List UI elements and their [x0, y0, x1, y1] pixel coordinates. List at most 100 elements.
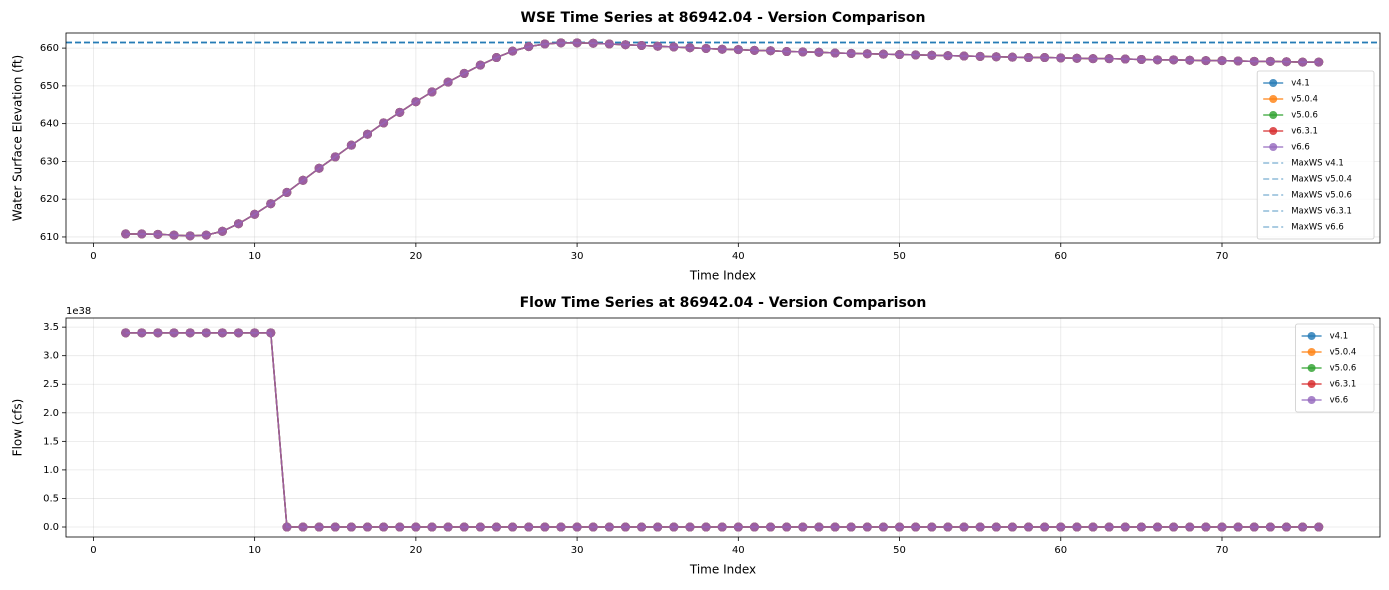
point [1281, 57, 1291, 67]
point [153, 328, 163, 338]
point [620, 40, 630, 50]
legend-label: MaxWS v6.3.1 [1291, 207, 1352, 217]
point [411, 97, 421, 107]
point [572, 522, 582, 532]
legend-marker [1269, 79, 1278, 87]
point [330, 522, 340, 532]
legend-label: MaxWS v5.0.6 [1291, 191, 1352, 201]
y-tick-label: 650 [40, 81, 59, 92]
point [1072, 522, 1082, 532]
x-tick-label: 70 [1216, 251, 1229, 262]
point [298, 175, 308, 185]
y-tick-label: 1.5 [43, 436, 59, 447]
point [443, 77, 453, 87]
point [717, 44, 727, 54]
point [314, 522, 324, 532]
series-line [125, 332, 1319, 528]
point [862, 522, 872, 532]
point [814, 522, 824, 532]
point [556, 38, 566, 48]
point [169, 328, 179, 338]
point [814, 47, 824, 57]
point [733, 522, 743, 532]
point [927, 50, 937, 60]
y-tick-label: 0.5 [43, 493, 59, 504]
point [234, 328, 244, 338]
point [314, 163, 324, 173]
x-tick-label: 30 [571, 545, 584, 556]
legend-frame [1295, 323, 1375, 413]
y-tick-label: 2.0 [43, 408, 59, 419]
y-axis-label: Flow (cfs) [11, 399, 25, 457]
point [1136, 522, 1146, 532]
point [1185, 55, 1195, 65]
point [878, 522, 888, 532]
point [669, 522, 679, 532]
point [298, 522, 308, 532]
chart-title: WSE Time Series at 86942.04 - Version Co… [521, 10, 926, 26]
point [459, 68, 469, 78]
point [508, 46, 518, 56]
point [1249, 56, 1259, 66]
point [1056, 53, 1066, 63]
point [669, 42, 679, 52]
legend-label: MaxWS v4.1 [1291, 159, 1344, 169]
x-tick-label: 40 [732, 545, 745, 556]
point [1040, 522, 1050, 532]
point [685, 43, 695, 53]
point [1153, 522, 1163, 532]
series-line [125, 42, 1319, 237]
point [1007, 52, 1017, 62]
point [1007, 522, 1017, 532]
series-line [125, 42, 1319, 237]
point [556, 522, 566, 532]
point [1104, 54, 1114, 64]
point [588, 522, 598, 532]
point [1314, 522, 1324, 532]
point [895, 50, 905, 60]
axes-frame [65, 32, 1381, 244]
point [911, 50, 921, 60]
point [959, 522, 969, 532]
series-line [125, 332, 1319, 528]
point [749, 522, 759, 532]
point [121, 328, 131, 338]
point [346, 522, 356, 532]
legend-label: MaxWS v5.0.4 [1291, 175, 1352, 185]
legend-marker [1307, 332, 1316, 340]
point [362, 522, 372, 532]
point [701, 522, 711, 532]
point [846, 48, 856, 58]
legend-marker [1307, 364, 1316, 372]
point [1120, 522, 1130, 532]
point [1088, 54, 1098, 64]
legend-label: v5.0.6 [1291, 111, 1318, 121]
legend-label: v6.6 [1291, 143, 1310, 153]
point [991, 522, 1001, 532]
y-tick-label: 3.0 [43, 351, 59, 362]
legend: v4.1 v5.0.4 v5.0.6 v6.3.1 v6.6 MaxWS v4.1 MaxW… [1256, 70, 1375, 240]
point [1169, 522, 1179, 532]
point [362, 129, 372, 139]
legend-label: v6.3.1 [1291, 127, 1318, 137]
y-tick-label: 3.5 [43, 322, 59, 333]
point [749, 45, 759, 55]
y-tick-label: 610 [40, 232, 59, 243]
x-tick-label: 50 [893, 251, 906, 262]
point [604, 522, 614, 532]
point [379, 118, 389, 128]
legend-label: v4.1 [1291, 79, 1310, 89]
point [1072, 53, 1082, 63]
x-tick-label: 30 [571, 251, 584, 262]
point [1201, 56, 1211, 66]
point [1233, 56, 1243, 66]
point [395, 107, 405, 117]
point [475, 60, 485, 70]
point [169, 230, 179, 240]
legend-marker [1269, 143, 1278, 151]
point [540, 522, 550, 532]
series-line [125, 42, 1319, 237]
y-offset-label: 1e38 [66, 306, 91, 317]
point [653, 522, 663, 532]
